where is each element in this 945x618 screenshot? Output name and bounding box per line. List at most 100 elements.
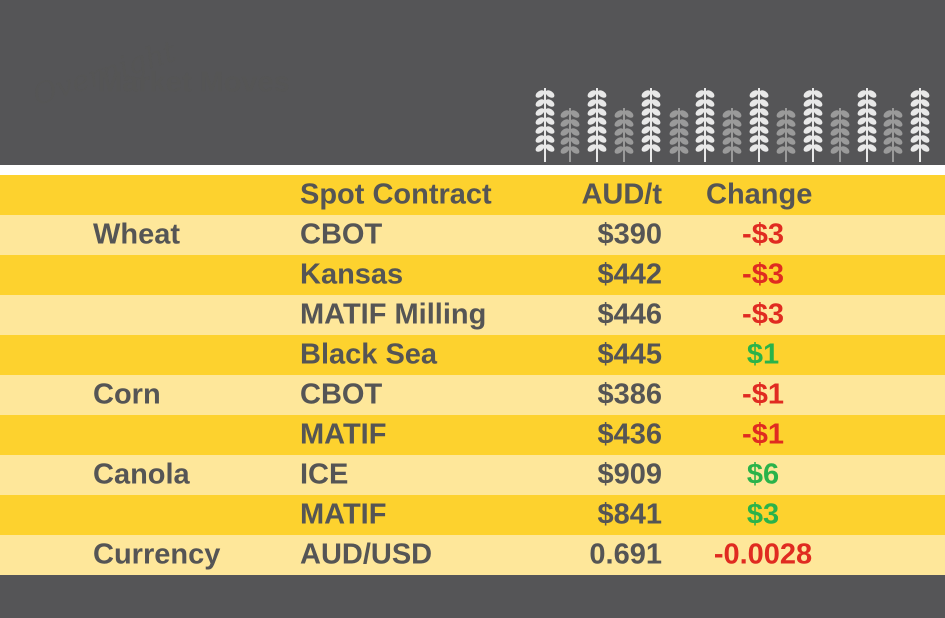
grain bbox=[786, 146, 796, 154]
grain bbox=[857, 135, 867, 143]
grain bbox=[669, 146, 679, 154]
grain bbox=[570, 128, 580, 136]
grain bbox=[597, 90, 607, 98]
grain bbox=[910, 108, 920, 116]
grain bbox=[830, 146, 840, 154]
grain bbox=[920, 135, 930, 143]
table-body: Wheat CBOT $390 -$3 Kansas $442 -$3 MATIF Milli… bbox=[0, 215, 945, 575]
grain bbox=[614, 137, 624, 145]
grain bbox=[759, 117, 769, 125]
row-background bbox=[0, 255, 945, 295]
group-label: Corn bbox=[93, 379, 161, 411]
grain bbox=[535, 135, 545, 143]
grain bbox=[883, 146, 893, 154]
grain bbox=[570, 137, 580, 145]
grain bbox=[759, 108, 769, 116]
change: $3 bbox=[747, 499, 779, 531]
group-label: Wheat bbox=[93, 219, 180, 251]
grain bbox=[722, 119, 732, 127]
grain bbox=[857, 144, 867, 152]
contract: ICE bbox=[300, 459, 348, 491]
grain bbox=[722, 137, 732, 145]
change: -$1 bbox=[742, 419, 784, 451]
change: -$3 bbox=[742, 259, 784, 291]
price: $386 bbox=[597, 379, 662, 411]
grain bbox=[651, 108, 661, 116]
grain bbox=[867, 108, 877, 116]
grain bbox=[705, 117, 715, 125]
grain bbox=[641, 117, 651, 125]
price: $445 bbox=[597, 339, 662, 371]
row-background bbox=[0, 335, 945, 375]
grain bbox=[651, 117, 661, 125]
change: -$3 bbox=[742, 219, 784, 251]
grain bbox=[560, 128, 570, 136]
grain bbox=[624, 128, 634, 136]
column-header: AUD/t bbox=[581, 179, 662, 211]
grain bbox=[920, 144, 930, 152]
contract: MATIF bbox=[300, 419, 386, 451]
contract: MATIF bbox=[300, 499, 386, 531]
grain bbox=[883, 128, 893, 136]
grain bbox=[803, 144, 813, 152]
grain bbox=[749, 90, 759, 98]
grain bbox=[910, 90, 920, 98]
grain bbox=[813, 90, 823, 98]
grain bbox=[679, 128, 689, 136]
grain bbox=[857, 90, 867, 98]
grain bbox=[705, 135, 715, 143]
grain bbox=[641, 126, 651, 134]
grain bbox=[705, 144, 715, 152]
grain bbox=[651, 90, 661, 98]
grain bbox=[669, 119, 679, 127]
grain bbox=[560, 137, 570, 145]
grain bbox=[840, 146, 850, 154]
contract: AUD/USD bbox=[300, 539, 432, 571]
grain bbox=[587, 90, 597, 98]
grain bbox=[857, 108, 867, 116]
group-label: Canola bbox=[93, 459, 191, 491]
grain bbox=[597, 126, 607, 134]
header-band bbox=[0, 0, 945, 165]
row-background bbox=[0, 455, 945, 495]
row-background bbox=[0, 295, 945, 335]
grain bbox=[803, 135, 813, 143]
grain bbox=[803, 99, 813, 107]
grain bbox=[651, 135, 661, 143]
price: $446 bbox=[597, 299, 662, 331]
grain bbox=[535, 144, 545, 152]
grain bbox=[759, 144, 769, 152]
grain bbox=[722, 146, 732, 154]
grain bbox=[840, 119, 850, 127]
grain bbox=[830, 119, 840, 127]
change: $1 bbox=[747, 339, 779, 371]
grain bbox=[732, 110, 742, 118]
grain bbox=[893, 119, 903, 127]
header-row bbox=[0, 175, 945, 215]
grain bbox=[786, 119, 796, 127]
grain bbox=[535, 117, 545, 125]
grain bbox=[857, 126, 867, 134]
price: $442 bbox=[597, 259, 662, 291]
grain bbox=[535, 126, 545, 134]
grain bbox=[597, 108, 607, 116]
grain bbox=[624, 146, 634, 154]
grain bbox=[749, 135, 759, 143]
grain bbox=[803, 90, 813, 98]
grain bbox=[679, 110, 689, 118]
grain bbox=[893, 128, 903, 136]
grain bbox=[920, 99, 930, 107]
grain bbox=[597, 144, 607, 152]
grain bbox=[803, 117, 813, 125]
grain bbox=[535, 108, 545, 116]
grain bbox=[545, 90, 555, 98]
grain bbox=[920, 117, 930, 125]
grain bbox=[867, 90, 877, 98]
grain bbox=[749, 99, 759, 107]
grain bbox=[910, 117, 920, 125]
grain bbox=[813, 99, 823, 107]
grain bbox=[813, 108, 823, 116]
price: $390 bbox=[597, 219, 662, 251]
grain bbox=[570, 110, 580, 118]
